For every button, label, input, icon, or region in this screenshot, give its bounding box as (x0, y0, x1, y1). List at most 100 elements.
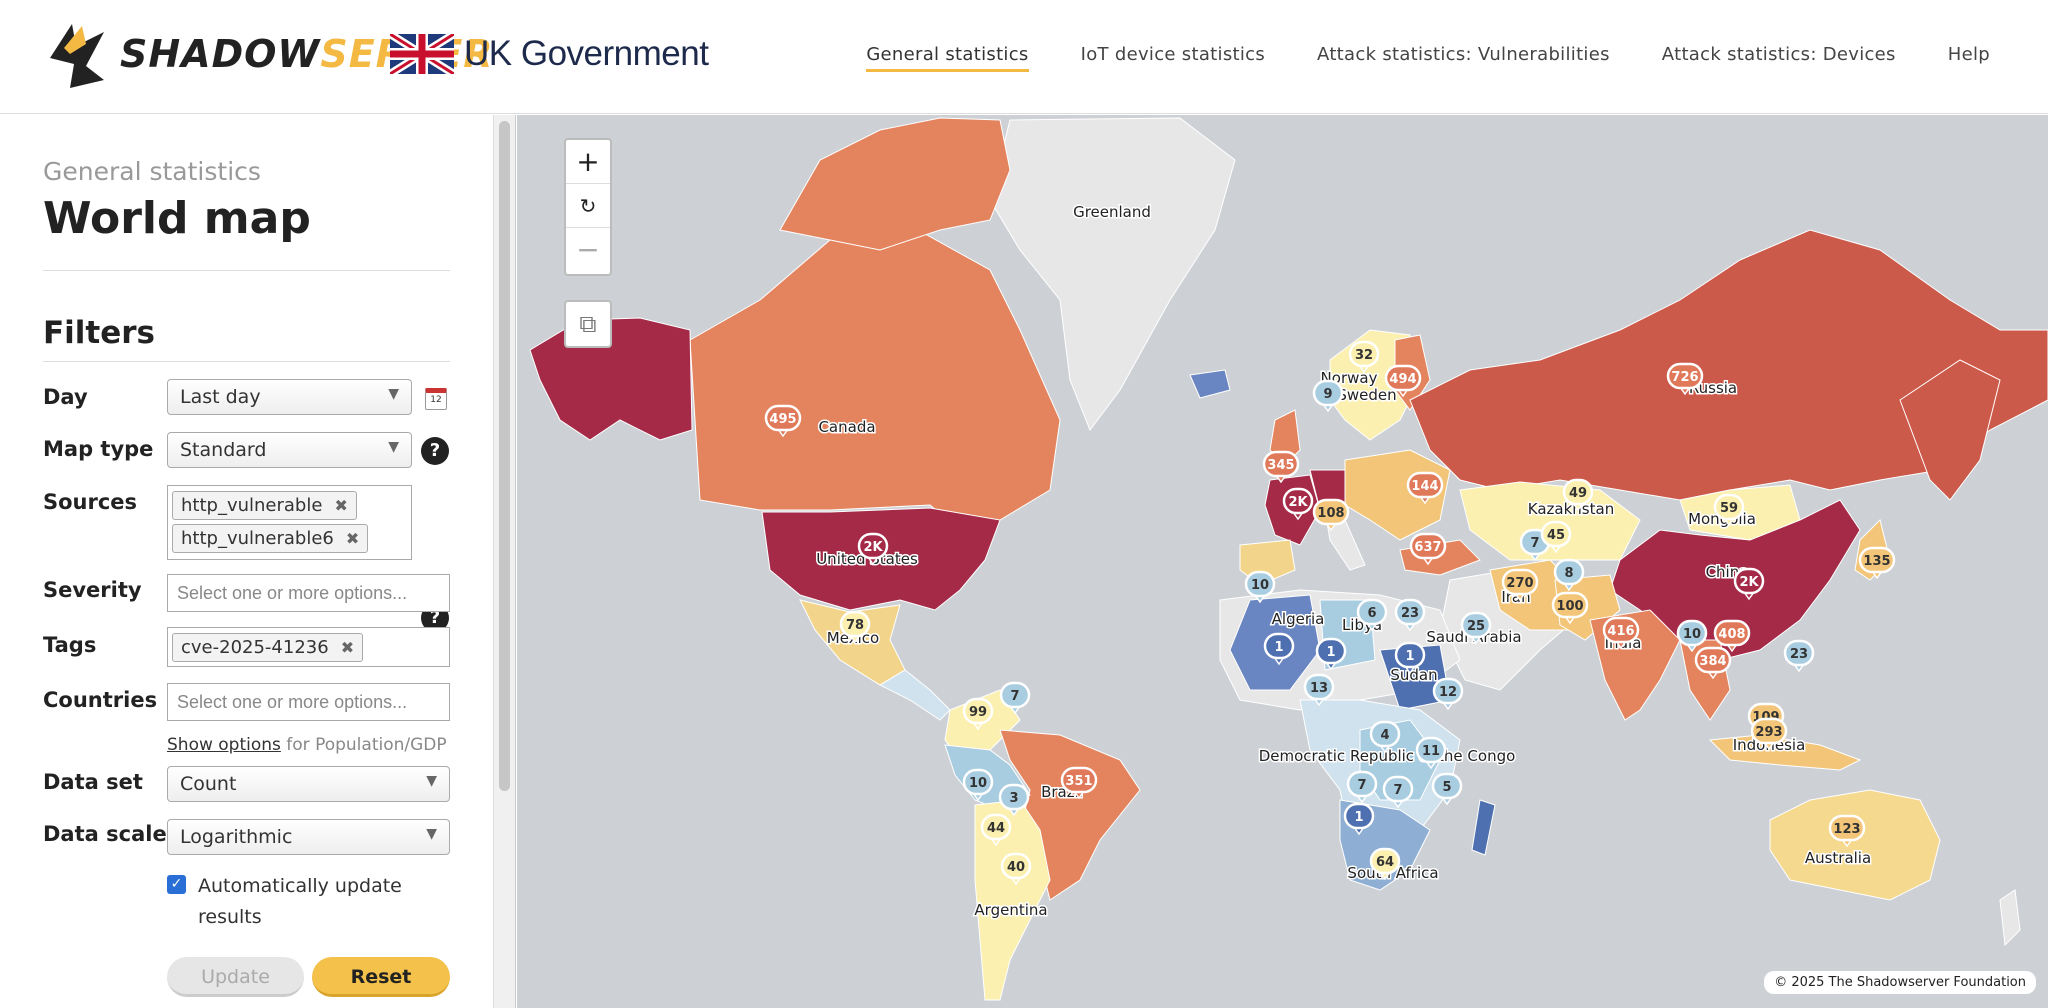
map-marker[interactable]: 44 (980, 813, 1012, 847)
severity-input[interactable]: Select one or more options... (167, 574, 450, 612)
map-marker-badge[interactable] (1315, 637, 1347, 665)
countries-input[interactable]: Select one or more options... (167, 683, 450, 721)
map-marker-badge[interactable] (1282, 487, 1314, 515)
data-scale-select[interactable]: Logarithmic ▼ (167, 819, 450, 855)
country-alaska[interactable] (529, 317, 693, 441)
map-marker[interactable]: 13 (1303, 673, 1335, 707)
map-marker-badge[interactable] (1312, 498, 1350, 526)
sources-input[interactable]: http_vulnerable ✖ http_vulnerable6 ✖ (167, 485, 412, 560)
map-marker-badge[interactable] (1431, 772, 1463, 800)
map-marker-badge[interactable] (962, 768, 994, 796)
reset-view-button[interactable]: ↻ (566, 184, 610, 228)
country-argentina[interactable] (974, 799, 1051, 1001)
remove-icon[interactable]: ✖ (334, 496, 348, 515)
day-select[interactable]: Last day ▼ (167, 379, 412, 415)
zoom-out-button[interactable]: − (576, 233, 600, 266)
map-marker[interactable]: 345 (1262, 450, 1300, 484)
map-type-help-icon[interactable]: ? (421, 437, 449, 465)
map-marker[interactable]: 23 (1394, 598, 1426, 632)
map-marker-badge[interactable] (1244, 570, 1276, 598)
map-marker-badge[interactable] (1501, 568, 1539, 596)
map-marker[interactable]: 9 (1312, 379, 1344, 413)
map-marker[interactable]: 494 (1384, 364, 1422, 398)
map-marker[interactable]: 384 (1694, 646, 1732, 680)
nav-general-statistics[interactable]: General statistics (866, 44, 1029, 72)
map-marker-badge[interactable] (1406, 471, 1444, 499)
map-marker[interactable]: 10 (1676, 619, 1708, 653)
map-marker[interactable]: 270 (1501, 568, 1539, 602)
map-type-select[interactable]: Standard ▼ (167, 432, 412, 468)
map-marker-badge[interactable] (1562, 478, 1594, 506)
map-marker[interactable]: 1 (1394, 641, 1426, 675)
map-marker-badge[interactable] (1460, 611, 1492, 639)
map-marker-badge[interactable] (1343, 802, 1375, 830)
map-marker-badge[interactable] (999, 681, 1031, 709)
map-marker[interactable]: 135 (1858, 546, 1896, 580)
map-marker[interactable]: 416 (1602, 616, 1640, 650)
map-marker[interactable]: 100 (1551, 591, 1589, 625)
map-marker[interactable]: 1 (1263, 632, 1295, 666)
map-marker[interactable]: 11 (1415, 736, 1447, 770)
map-marker-badge[interactable] (980, 813, 1012, 841)
map-marker-badge[interactable] (1750, 717, 1788, 745)
map-marker-badge[interactable] (1713, 619, 1751, 647)
map-marker-badge[interactable] (1553, 558, 1585, 586)
map-marker[interactable]: 2K (1733, 567, 1765, 601)
sidebar-scrollbar[interactable] (494, 115, 516, 1008)
map-marker[interactable]: 1 (1343, 802, 1375, 836)
remove-icon[interactable]: ✖ (340, 638, 355, 657)
country-united-states[interactable] (761, 507, 1001, 611)
country-greenland[interactable] (989, 117, 1236, 432)
map-marker[interactable]: 3 (998, 783, 1030, 817)
map-marker[interactable]: 293 (1750, 717, 1788, 751)
map-marker[interactable]: 7 (1382, 775, 1414, 809)
nav-attack-devices[interactable]: Attack statistics: Devices (1661, 44, 1896, 65)
map-marker[interactable]: 40 (1000, 852, 1032, 886)
map-marker-badge[interactable] (1828, 814, 1866, 842)
map-marker-badge[interactable] (839, 610, 871, 638)
country-australia[interactable] (1769, 789, 1941, 901)
map-marker[interactable]: 2K (1282, 487, 1314, 521)
auto-update-checkbox[interactable]: ✓ (167, 875, 186, 894)
map-marker-badge[interactable] (1602, 616, 1640, 644)
map-marker-badge[interactable] (1676, 619, 1708, 647)
map-marker[interactable]: 351 (1060, 766, 1098, 800)
map-marker-badge[interactable] (1384, 364, 1422, 392)
map-marker[interactable]: 495 (764, 404, 802, 438)
map-marker-badge[interactable] (1262, 450, 1300, 478)
map-marker[interactable]: 49 (1562, 478, 1594, 512)
country-madagascar[interactable] (1471, 799, 1496, 856)
country-russia[interactable] (1409, 229, 2048, 501)
map-marker-badge[interactable] (857, 532, 889, 560)
map-marker-badge[interactable] (1409, 532, 1447, 560)
country-new-zealand[interactable] (1999, 889, 2021, 947)
map-marker[interactable]: 7 (999, 681, 1031, 715)
update-button[interactable]: Update (167, 957, 304, 997)
map-marker[interactable]: 5 (1431, 772, 1463, 806)
map-marker-badge[interactable] (1348, 340, 1380, 368)
country-canada[interactable] (689, 219, 1061, 531)
map-marker[interactable]: 123 (1828, 814, 1866, 848)
map-marker-badge[interactable] (1394, 641, 1426, 669)
map-marker[interactable]: 1 (1315, 637, 1347, 671)
reset-button[interactable]: Reset (312, 957, 450, 997)
map-marker[interactable]: 99 (962, 697, 994, 731)
map-marker-badge[interactable] (1783, 639, 1815, 667)
remove-icon[interactable]: ✖ (345, 529, 360, 548)
map-marker-badge[interactable] (1666, 362, 1704, 390)
country-brazil[interactable] (999, 729, 1141, 901)
map-marker[interactable]: 25 (1460, 611, 1492, 645)
map-marker[interactable]: 8 (1553, 558, 1585, 592)
map-marker-badge[interactable] (1733, 567, 1765, 595)
map-marker[interactable]: 2K (857, 532, 889, 566)
map-marker-badge[interactable] (1303, 673, 1335, 701)
map-marker[interactable]: 32 (1348, 340, 1380, 374)
calendar-icon[interactable]: 12 (425, 388, 447, 410)
layers-icon[interactable]: ⧉ (564, 300, 612, 348)
map-marker[interactable]: 726 (1666, 362, 1704, 396)
nav-help[interactable]: Help (1947, 44, 1990, 65)
map-marker-badge[interactable] (1858, 546, 1896, 574)
map-marker[interactable]: 10 (962, 768, 994, 802)
